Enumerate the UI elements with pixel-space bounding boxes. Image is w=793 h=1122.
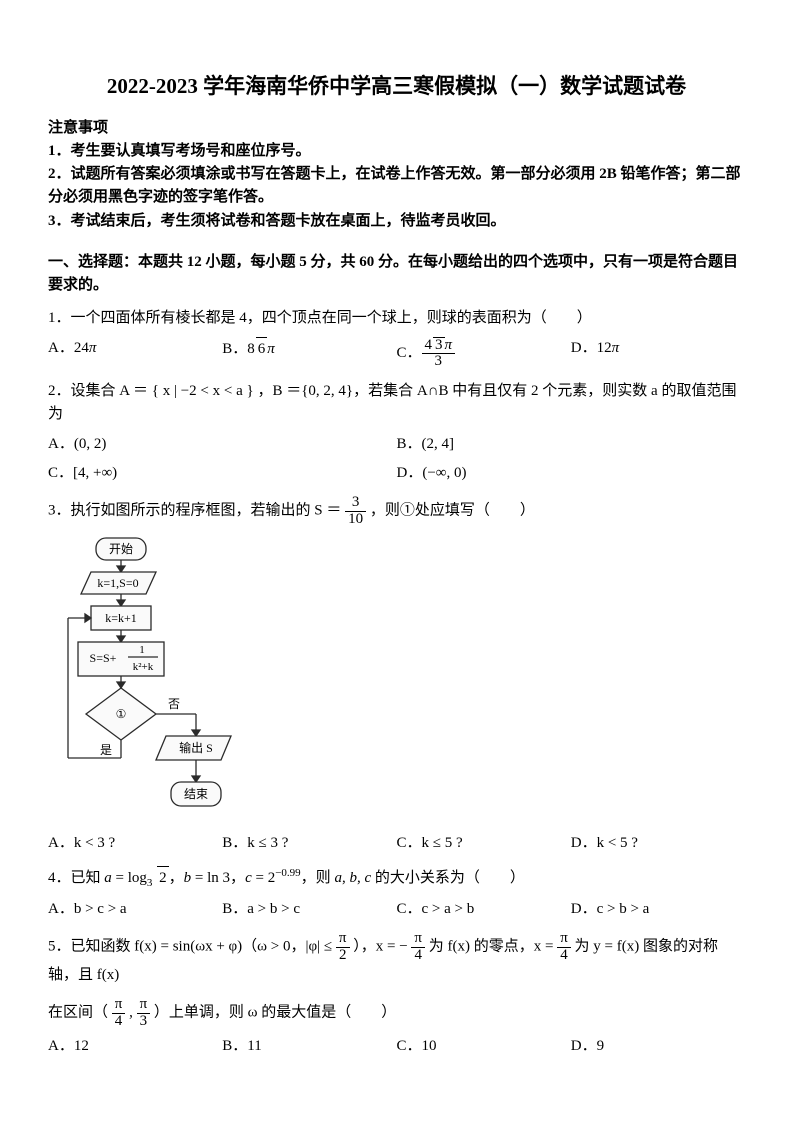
q5-l1-mid2: 为 f(x) 的零点，x =: [429, 939, 557, 955]
notice-1: 1．考生要认真填写考场号和座位序号。: [48, 140, 745, 163]
q1-opt-a: A．24π: [48, 337, 222, 371]
exam-page: 2022-2023 学年海南华侨中学高三寒假模拟（一）数学试题试卷 注意事项 1…: [0, 0, 793, 1122]
question-2: 2．设集合 A ＝ { x | −2 < x < a } ，B ＝{0, 2, …: [48, 380, 745, 427]
flow-out: 输出 S: [179, 740, 213, 755]
notice-3: 3．考试结束后，考生须将试卷和答题卡放在桌面上，待监考员收回。: [48, 210, 745, 233]
q1-opt-c: C．43π3: [397, 337, 571, 371]
q4-options: A．b > c > a B．a > b > c C．c > a > b D．c …: [48, 898, 745, 921]
q5-opt-c: C．10: [397, 1035, 571, 1058]
question-1: 1．一个四面体所有棱长都是 4，四个顶点在同一个球上，则球的表面积为（ ）: [48, 307, 745, 330]
q5-l1-pre: 5．已知函数 f(x) = sin(ωx + φ)（ω > 0，|φ| ≤: [48, 939, 336, 955]
q3-opt-c: C．k ≤ 5 ?: [397, 832, 571, 855]
q5-comma: ,: [129, 1005, 137, 1021]
question-5-line2: 在区间（ π4 , π3 ）上单调，则 ω 的最大值是（ ）: [48, 997, 745, 1030]
flow-no: 否: [168, 697, 180, 711]
q5-options: A．12 B．11 C．10 D．9: [48, 1035, 745, 1058]
flow-start: 开始: [109, 542, 133, 556]
exam-title: 2022-2023 学年海南华侨中学高三寒假模拟（一）数学试题试卷: [48, 70, 745, 103]
notice-2: 2．试题所有答案必须填涂或书写在答题卡上，在试卷上作答无效。第一部分必须用 2B…: [48, 163, 745, 210]
question-5: 5．已知函数 f(x) = sin(ωx + φ)（ω > 0，|φ| ≤ π2…: [48, 931, 745, 987]
flow-end: 结束: [184, 787, 208, 801]
flow-sum-den: k²+k: [133, 661, 154, 673]
q3-frac-num: 3: [345, 495, 366, 512]
q1-opt-b: B．86π: [222, 337, 396, 371]
q5-l2-pre: 在区间（: [48, 1005, 108, 1021]
q5-opt-d: D．9: [571, 1035, 745, 1058]
q3-options: A．k < 3 ? B．k ≤ 3 ? C．k ≤ 5 ? D．k < 5 ?: [48, 832, 745, 855]
q5-opt-a: A．12: [48, 1035, 222, 1058]
q2-opt-d: D．(−∞, 0): [397, 462, 746, 485]
q5-opt-b: B．11: [222, 1035, 396, 1058]
q2-options-row2: C．[4, +∞) D．(−∞, 0): [48, 462, 745, 485]
q1-stem: 1．一个四面体所有棱长都是 4，四个顶点在同一个球上，则球的表面积为（ ）: [48, 310, 592, 326]
q1-options: A．24π B．86π C．43π3 D．12π: [48, 337, 745, 371]
q5-l1-mid1: ），x = −: [353, 939, 407, 955]
flow-init: k=1,S=0: [97, 576, 138, 590]
q3-opt-b: B．k ≤ 3 ?: [222, 832, 396, 855]
q5-frac-pi2: π2: [336, 931, 350, 964]
q4-opt-b: B．a > b > c: [222, 898, 396, 921]
q3-frac: 3 10: [345, 495, 366, 528]
flowchart-svg: 开始 k=1,S=0 k=k+1 S=S+ 1 k²+k: [56, 536, 251, 826]
section1-text: 一、选择题：本题共 12 小题，每小题 5 分，共 60 分。在每小题给出的四个…: [48, 254, 738, 293]
q4-opt-a: A．b > c > a: [48, 898, 222, 921]
flow-yes: 是: [100, 743, 112, 757]
flow-inc: k=k+1: [105, 611, 137, 625]
q4-opt-d: D．c > b > a: [571, 898, 745, 921]
q3-opt-d: D．k < 5 ?: [571, 832, 745, 855]
q2-options-row1: A．(0, 2) B．(2, 4]: [48, 433, 745, 456]
q2-opt-a: A．(0, 2): [48, 433, 397, 456]
section1-heading: 一、选择题：本题共 12 小题，每小题 5 分，共 60 分。在每小题给出的四个…: [48, 251, 745, 298]
notice-heading: 注意事项: [48, 117, 745, 140]
flow-sum-num: 1: [139, 644, 145, 656]
q5-l2-post: ）上单调，则 ω 的最大值是（ ）: [154, 1005, 396, 1021]
q2-set-a: { x | −2 < x < a }: [152, 383, 254, 399]
q3-opt-a: A．k < 3 ?: [48, 832, 222, 855]
q3-frac-den: 10: [345, 512, 366, 528]
q5-int-a: π4: [112, 997, 126, 1030]
q2-opt-c: C．[4, +∞): [48, 462, 397, 485]
q2-stem-pre: 2．设集合 A ＝: [48, 383, 148, 399]
flowchart: 开始 k=1,S=0 k=k+1 S=S+ 1 k²+k: [56, 536, 745, 826]
flow-cond: ①: [116, 707, 127, 721]
q1-opt-d: D．12π: [571, 337, 745, 371]
q5-frac-pi4a: π4: [411, 931, 425, 964]
q2-opt-b: B．(2, 4]: [397, 433, 746, 456]
q4-opt-c: C．c > a > b: [397, 898, 571, 921]
q5-frac-pi4b: π4: [557, 931, 571, 964]
q3-stem-pre: 3．执行如图所示的程序框图，若输出的 S ＝: [48, 503, 341, 519]
question-4: 4．已知 a = log3 2，b = ln 3，c = 2−0.99，则 a,…: [48, 865, 745, 892]
q3-stem-post: ，则①处应填写（ ）: [370, 503, 535, 519]
question-3: 3．执行如图所示的程序框图，若输出的 S ＝ 3 10 ，则①处应填写（ ）: [48, 495, 745, 528]
q5-int-b: π3: [137, 997, 151, 1030]
flow-sum-pre: S=S+: [90, 651, 117, 665]
